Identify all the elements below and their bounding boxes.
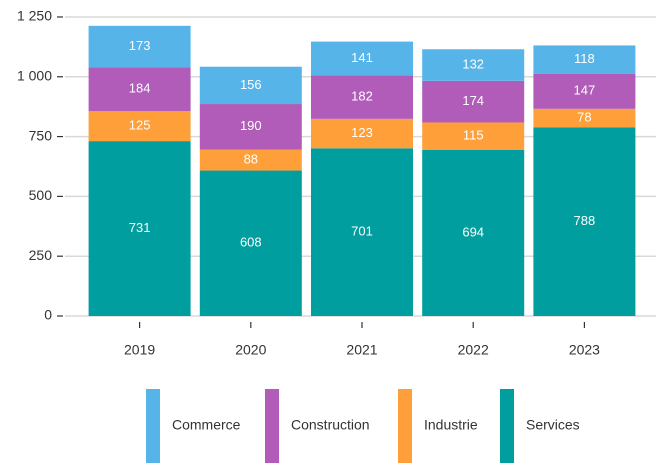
bar-segment [533, 127, 636, 317]
value-label: 156 [240, 77, 262, 92]
y-tick-label: 1 250 [17, 8, 52, 24]
x-tick-label: 2020 [235, 342, 266, 358]
value-label: 182 [351, 89, 373, 104]
bar-segment [199, 66, 302, 105]
bar-segment [88, 141, 191, 316]
value-label: 132 [462, 56, 484, 71]
value-label: 788 [574, 213, 596, 228]
bar-segment [199, 170, 302, 316]
bar-segment [533, 73, 636, 109]
bar-segment [88, 67, 191, 112]
value-label: 88 [244, 151, 258, 166]
legend-label: Industrie [424, 417, 478, 433]
x-tick-label: 2019 [124, 342, 155, 358]
value-label: 147 [574, 83, 596, 98]
bar-segment [311, 118, 413, 149]
x-tick-label: 2021 [346, 342, 377, 358]
legend-label: Commerce [172, 417, 241, 433]
value-label: 115 [463, 128, 484, 143]
value-label: 141 [351, 50, 373, 65]
bar-segment [422, 149, 525, 316]
value-label: 118 [574, 51, 595, 66]
legend-label: Construction [291, 417, 370, 433]
value-label: 174 [462, 93, 484, 108]
x-tick-label: 2022 [458, 342, 489, 358]
legend-key [265, 389, 279, 463]
value-label: 78 [577, 110, 591, 125]
bar-segment [88, 25, 191, 68]
bar-segment [311, 41, 413, 76]
value-label: 173 [129, 38, 151, 53]
bar-segment [422, 49, 525, 81]
x-tick-label: 2023 [569, 342, 600, 358]
y-tick-label: 0 [44, 307, 52, 323]
y-tick-label: 250 [29, 247, 53, 263]
y-tick-label: 750 [29, 127, 53, 143]
bar-segment [311, 75, 413, 119]
bar-segment [533, 108, 636, 128]
value-label: 125 [129, 118, 151, 133]
value-label: 190 [240, 118, 262, 133]
legend-label: Services [526, 417, 580, 433]
value-label: 123 [351, 125, 373, 140]
value-label: 701 [351, 224, 373, 239]
value-label: 731 [129, 220, 151, 235]
bar-segment [199, 104, 302, 150]
bar-segment [422, 80, 525, 123]
bar-segment [311, 148, 413, 316]
bar-segment [533, 45, 636, 74]
bar-segment [199, 149, 302, 171]
value-label: 694 [462, 224, 484, 239]
legend-key [146, 389, 160, 463]
bar-segment [422, 122, 525, 150]
bar-segment [88, 111, 191, 142]
value-label: 184 [129, 81, 151, 96]
y-tick-label: 500 [29, 187, 53, 203]
y-tick-label: 1 000 [17, 67, 52, 83]
legend-key [398, 389, 412, 463]
legend-key [500, 389, 514, 463]
value-label: 608 [240, 235, 262, 250]
